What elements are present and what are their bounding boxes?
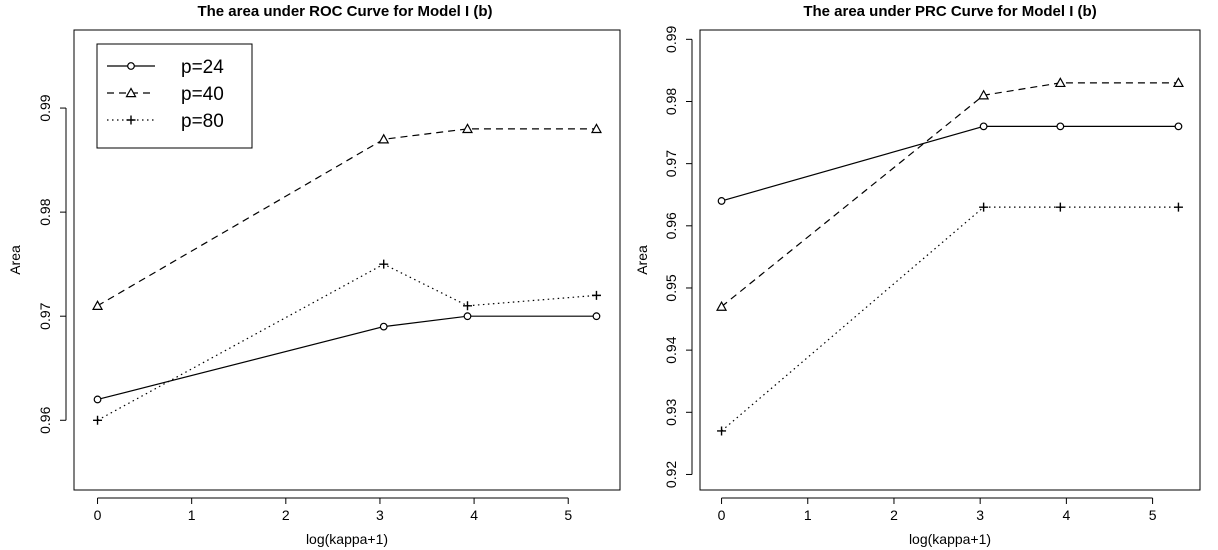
series-line	[97, 263, 597, 421]
data-point	[92, 300, 104, 310]
y-tick-label: 0.97	[663, 150, 679, 177]
data-point	[462, 301, 472, 311]
y-tick-label: 0.96	[663, 212, 679, 239]
x-tick-label: 1	[188, 507, 196, 523]
data-point	[590, 123, 602, 134]
y-tick-label: 0.95	[663, 274, 679, 301]
series-p=80	[93, 259, 601, 425]
data-point	[1174, 122, 1183, 131]
series-line	[721, 206, 1179, 432]
x-tick-label: 1	[804, 507, 812, 523]
x-tick-label: 2	[890, 507, 898, 523]
x-tick-label: 0	[94, 507, 102, 523]
x-tick-label: 5	[1149, 507, 1157, 523]
data-point	[379, 322, 388, 331]
legend-label: p=24	[181, 57, 224, 78]
chart-title: The area under ROC Curve for Model I (b)	[197, 3, 492, 20]
plot-frame	[73, 29, 621, 491]
chart-panel-1: The area under ROC Curve for Model I (b)…	[7, 3, 621, 547]
x-tick-label: 4	[1062, 507, 1070, 523]
data-point	[93, 395, 102, 404]
y-tick-label: 0.98	[37, 198, 53, 225]
legend-marker	[127, 62, 135, 70]
legend-label: p=40	[181, 84, 224, 105]
x-tick-label: 3	[376, 507, 384, 523]
x-tick-label: 5	[564, 507, 572, 523]
chart-panel-2: The area under PRC Curve for Model I (b)…	[634, 3, 1201, 547]
x-axis-label: log(kappa+1)	[909, 531, 991, 547]
y-tick-label: 0.97	[37, 302, 53, 329]
data-point	[592, 312, 601, 321]
data-point	[979, 122, 988, 131]
data-point	[1172, 77, 1184, 88]
data-point	[463, 312, 472, 321]
series-line	[721, 82, 1179, 308]
y-tick-label: 0.99	[37, 94, 53, 121]
x-tick-label: 4	[470, 507, 478, 523]
x-tick-label: 0	[718, 507, 726, 523]
data-point	[1054, 77, 1066, 88]
data-point	[461, 123, 474, 134]
data-point	[1173, 202, 1183, 212]
y-tick-label: 0.93	[663, 398, 679, 425]
y-tick-label: 0.99	[663, 25, 679, 52]
data-point	[979, 202, 989, 212]
data-point	[717, 197, 726, 205]
series-p=40	[92, 123, 602, 310]
series-line	[97, 315, 597, 401]
y-tick-label: 0.98	[663, 88, 679, 115]
series-p=80	[717, 202, 1183, 436]
y-axis-label: Area	[7, 245, 23, 275]
data-point	[379, 259, 389, 269]
legend: p=24 p=40 p=80	[96, 43, 253, 149]
data-point	[716, 300, 728, 311]
chart-title: The area under PRC Curve for Model I (b)	[803, 3, 1096, 20]
data-point	[378, 133, 390, 144]
y-axis-label: Area	[634, 245, 650, 275]
data-point	[93, 415, 103, 425]
x-axis-label: log(kappa+1)	[306, 531, 388, 547]
y-tick-label: 0.96	[37, 406, 53, 433]
data-point	[1056, 122, 1065, 131]
data-point	[1055, 202, 1065, 212]
series-line	[97, 128, 597, 307]
data-point	[717, 426, 727, 436]
y-tick-label: 0.94	[663, 336, 679, 363]
data-point	[978, 89, 990, 100]
x-tick-label: 3	[976, 507, 984, 523]
legend-box	[96, 43, 253, 149]
legend-marker	[126, 115, 136, 125]
plot-frame	[699, 29, 1201, 491]
x-tick-label: 2	[282, 507, 290, 523]
y-tick-label: 0.92	[663, 461, 679, 488]
series-p=24	[93, 312, 601, 404]
series-p=40	[716, 77, 1184, 311]
legend-marker	[125, 87, 137, 98]
series-p=24	[717, 122, 1183, 205]
data-point	[591, 290, 601, 300]
series-line	[721, 125, 1179, 202]
legend-label: p=80	[181, 111, 224, 132]
